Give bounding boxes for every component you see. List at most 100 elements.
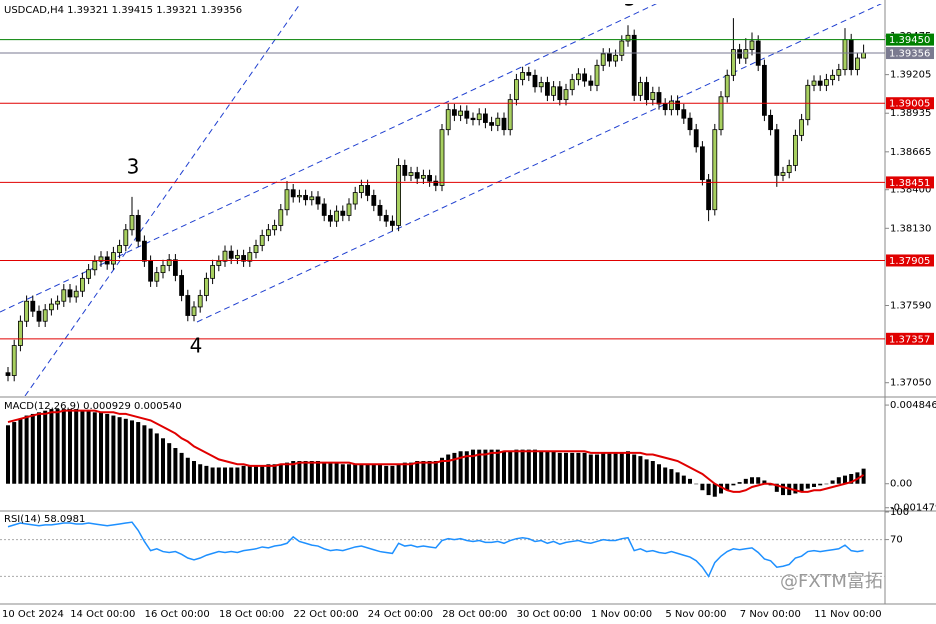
macd-bar — [539, 451, 544, 484]
macd-bar — [18, 418, 23, 484]
y-tick-label: 1.38130 — [890, 223, 931, 234]
macd-title: MACD(12,26,9) 0.000929 0.000540 — [4, 401, 182, 412]
candle-body — [166, 259, 172, 266]
macd-bar — [502, 451, 506, 484]
candle-body — [855, 57, 860, 71]
macd-bar — [55, 409, 60, 484]
macd-bar — [415, 461, 420, 484]
macd-bar — [309, 461, 314, 484]
candle-body — [117, 245, 122, 254]
candle-body — [141, 240, 147, 262]
macd-bar — [297, 461, 302, 484]
candle-body — [352, 192, 358, 205]
macd-bar — [322, 462, 327, 484]
candle-body — [656, 92, 662, 105]
macd-bar — [49, 409, 54, 484]
candle-body — [92, 260, 98, 271]
macd-bar — [446, 454, 451, 484]
candle-body — [439, 129, 445, 186]
macd-bar — [390, 465, 395, 484]
candle-body — [408, 172, 414, 176]
macd-bar — [347, 464, 351, 484]
candle-body — [861, 52, 866, 59]
macd-bar — [334, 462, 339, 484]
macd-bar — [61, 409, 66, 484]
candle-body — [669, 100, 674, 111]
level-label-box — [886, 254, 934, 267]
signal-line — [7, 409, 865, 493]
macd-bar — [576, 452, 581, 484]
candle-body — [210, 265, 216, 279]
candle-body — [724, 74, 730, 98]
candle-body — [458, 110, 464, 116]
macd-bar — [136, 422, 141, 484]
macd-bar — [6, 425, 10, 484]
candle-body — [681, 109, 687, 119]
macd-bar — [204, 465, 209, 484]
candle-body — [148, 260, 154, 282]
candle-body — [799, 119, 804, 136]
macd-bar — [37, 412, 41, 484]
candle-body — [644, 82, 649, 101]
candle-body — [594, 64, 600, 86]
candle-body — [662, 103, 668, 111]
x-tick-label: 10 Oct 2024 — [2, 609, 64, 620]
y-tick-label: 1.38400 — [890, 185, 931, 196]
macd-bar — [774, 483, 779, 492]
candle-body — [718, 96, 724, 131]
macd-bar — [595, 454, 599, 484]
candle-body — [377, 205, 383, 216]
candle-body — [253, 245, 259, 254]
candle-body — [693, 129, 699, 148]
level-label: 1.37905 — [889, 256, 930, 267]
candle-body — [259, 235, 265, 246]
macd-bar — [657, 464, 661, 484]
y-tick-label: 1.38665 — [890, 147, 931, 158]
candle-body — [383, 215, 389, 222]
candle-body — [234, 255, 240, 259]
macd-bar — [669, 469, 674, 484]
candle-body — [17, 320, 23, 346]
candle-body — [197, 295, 203, 308]
candle-body — [98, 256, 104, 262]
macd-bar — [316, 461, 320, 484]
x-tick-label: 14 Oct 00:00 — [70, 609, 135, 620]
macd-bar — [706, 483, 711, 496]
candle-body — [371, 195, 377, 206]
macd-bar — [725, 483, 730, 491]
wave-label: 5 — [624, 0, 637, 11]
candle-body — [532, 74, 538, 88]
macd-bar — [303, 461, 308, 484]
candle-body — [607, 53, 612, 62]
candle-body — [476, 113, 482, 121]
candle-body — [774, 129, 780, 176]
macd-bar — [43, 410, 48, 484]
macd-bar — [247, 465, 252, 484]
macd-bar — [650, 461, 655, 484]
macd-bar — [117, 417, 122, 484]
candle-body — [582, 73, 587, 82]
macd-bar — [111, 415, 116, 484]
candle-body — [737, 49, 742, 59]
wave-label: 4 — [190, 334, 203, 358]
macd-bar — [520, 449, 525, 484]
x-tick-label: 18 Oct 00:00 — [219, 609, 284, 620]
macd-bar — [582, 452, 587, 484]
macd-bar — [402, 462, 407, 484]
rsi-line — [7, 521, 864, 578]
x-tick-label: 1 Nov 00:00 — [591, 609, 652, 620]
candle-body — [358, 185, 364, 193]
macd-bar — [471, 449, 475, 484]
macd-bar — [743, 478, 748, 484]
macd-bar — [805, 483, 810, 489]
candle-body — [247, 252, 253, 262]
rsi-title: RSI(14) 58.0981 — [4, 514, 85, 525]
candle-body — [61, 289, 67, 302]
macd-bar — [737, 482, 742, 484]
macd-bar — [843, 475, 847, 484]
candle-body — [526, 72, 532, 76]
macd-bar — [440, 457, 444, 484]
x-tick-label: 30 Oct 00:00 — [517, 609, 582, 620]
